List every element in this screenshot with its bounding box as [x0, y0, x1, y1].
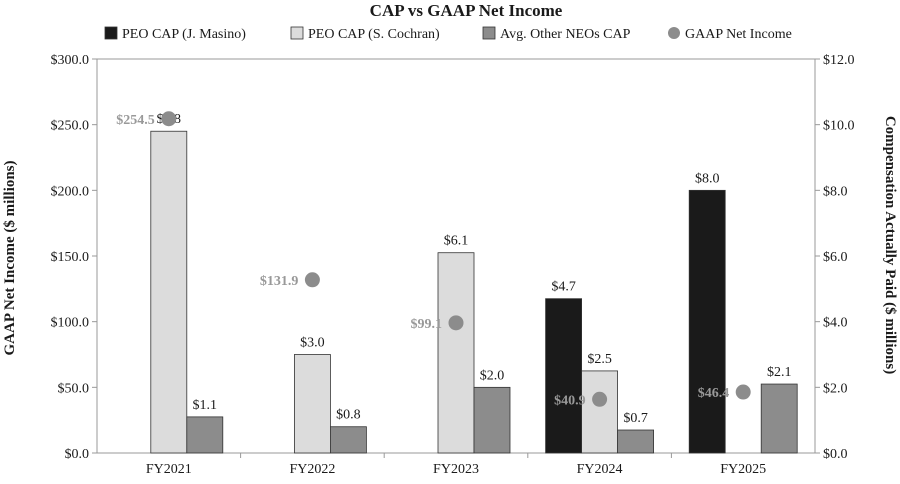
- bar-data-label: $6.1: [444, 234, 469, 249]
- scatter-point: [735, 384, 751, 400]
- scatter-point: [448, 315, 464, 331]
- bar-data-label: $0.7: [623, 411, 648, 426]
- bar: [473, 386, 511, 454]
- bar: [329, 426, 367, 454]
- scatter-point: [161, 111, 177, 127]
- bar: [688, 189, 726, 454]
- legend-swatch: [482, 26, 496, 40]
- bar-data-label: $1.1: [193, 398, 218, 413]
- y-left-tick-label: $0.0: [65, 447, 90, 462]
- bar: [437, 252, 475, 454]
- scatter-data-label: $254.5: [116, 113, 155, 128]
- bar: [150, 130, 188, 454]
- bar: [581, 370, 618, 454]
- legend-label: GAAP Net Income: [685, 27, 792, 42]
- y-left-tick-label: $300.0: [51, 53, 90, 68]
- bar: [760, 383, 798, 454]
- x-tick-label: FY2025: [720, 462, 766, 477]
- y-right-tick-label: $12.0: [823, 53, 855, 68]
- bar-data-label: $3.0: [300, 336, 325, 351]
- scatter-data-label: $40.9: [554, 393, 586, 408]
- y-left-tick-label: $200.0: [51, 184, 90, 199]
- y-left-tick-label: $50.0: [58, 381, 90, 396]
- legend: PEO CAP (J. Masino) PEO CAP (S. Cochran) A…: [104, 26, 792, 42]
- bar-data-label: $2.1: [767, 365, 792, 380]
- y-axis-right-label: Compensation Actually Paid ($ millions): [882, 116, 898, 374]
- scatter-point: [304, 272, 320, 288]
- y-axis-left-label: GAAP Net Income ($ millions): [2, 161, 18, 356]
- bar: [545, 298, 582, 454]
- bar-data-label: $2.5: [587, 352, 612, 367]
- bar: [293, 354, 331, 454]
- scatter-data-label: $46.4: [698, 386, 730, 401]
- y-right-tick-label: $2.0: [823, 381, 848, 396]
- bar: [186, 416, 224, 454]
- legend-swatch: [104, 26, 118, 40]
- x-tick-label: FY2023: [433, 462, 479, 477]
- x-tick-label: FY2024: [577, 462, 623, 477]
- x-tick-label: FY2021: [146, 462, 192, 477]
- bar-data-label: $8.0: [695, 171, 720, 186]
- legend-swatch: [668, 27, 680, 39]
- y-right-tick-label: $8.0: [823, 184, 848, 199]
- y-right-tick-label: $10.0: [823, 119, 855, 134]
- legend-label: PEO CAP (J. Masino): [122, 27, 246, 42]
- chart-title: CAP vs GAAP Net Income: [370, 1, 563, 20]
- bar: [617, 429, 654, 454]
- scatter-point: [592, 391, 608, 407]
- scatter-data-label: $99.1: [411, 317, 443, 332]
- y-right-tick-label: $0.0: [823, 447, 848, 462]
- bar-data-label: $4.7: [551, 280, 576, 295]
- y-left-tick-label: $250.0: [51, 119, 90, 134]
- legend-label: PEO CAP (S. Cochran): [308, 27, 440, 42]
- legend-label: Avg. Other NEOs CAP: [500, 27, 631, 42]
- bar-data-label: $0.8: [336, 408, 361, 423]
- y-right-tick-label: $6.0: [823, 250, 848, 265]
- y-left-tick-label: $100.0: [51, 316, 90, 331]
- legend-swatch: [290, 26, 304, 40]
- x-tick-label: FY2022: [289, 462, 335, 477]
- bar-data-label: $2.0: [480, 368, 505, 383]
- y-right-tick-label: $4.0: [823, 316, 848, 331]
- y-left-tick-label: $150.0: [51, 250, 90, 265]
- scatter-data-label: $131.9: [260, 274, 299, 289]
- plot-area: $0.0 $50.0 $100.0 $150.0 $200.0 $250.0 $300.0 $…: [51, 53, 855, 477]
